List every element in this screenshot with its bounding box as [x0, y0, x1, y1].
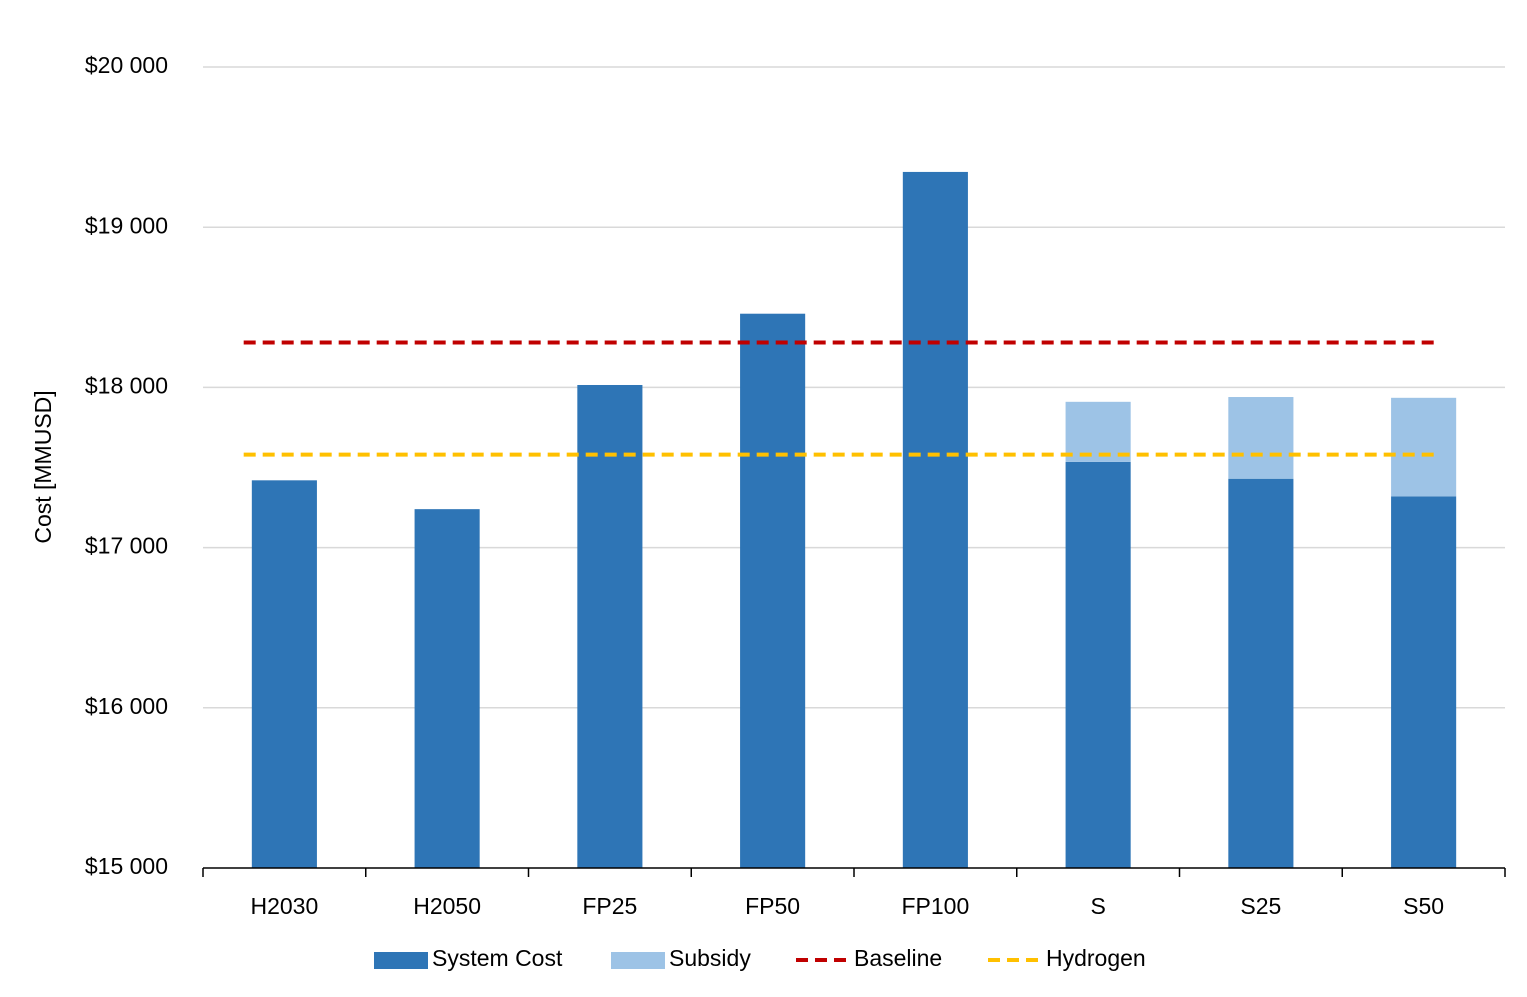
x-tick-label: FP100	[901, 893, 969, 919]
bar	[577, 384, 643, 868]
bar	[1391, 496, 1457, 868]
x-tick-label: S50	[1403, 893, 1444, 919]
legend-label: Hydrogen	[1046, 945, 1146, 971]
y-tick-label: $15 000	[85, 853, 168, 879]
legend-label: System Cost	[432, 945, 563, 971]
legend-swatch	[374, 952, 428, 969]
bar	[251, 480, 317, 868]
y-axis-title: Cost [MMUSD]	[30, 390, 56, 543]
legend-label: Subsidy	[669, 945, 751, 971]
bar	[1391, 397, 1457, 497]
bar	[740, 313, 806, 868]
legend-label: Baseline	[854, 945, 942, 971]
x-tick-label: H2050	[413, 893, 481, 919]
bar	[414, 509, 480, 868]
y-tick-label: $17 000	[85, 533, 168, 559]
x-tick-label: FP25	[582, 893, 637, 919]
y-tick-label: $16 000	[85, 693, 168, 719]
bar	[1228, 397, 1294, 479]
x-tick-label: FP50	[745, 893, 800, 919]
y-tick-label: $18 000	[85, 372, 168, 398]
x-tick-label: H2030	[250, 893, 318, 919]
x-tick-label: S	[1090, 893, 1105, 919]
bar	[902, 171, 968, 868]
bar	[1065, 461, 1131, 868]
bar	[1228, 478, 1294, 868]
legend-swatch	[611, 952, 665, 969]
x-tick-label: S25	[1240, 893, 1281, 919]
bar	[1065, 401, 1131, 462]
y-tick-label: $19 000	[85, 212, 168, 238]
y-tick-label: $20 000	[85, 52, 168, 78]
